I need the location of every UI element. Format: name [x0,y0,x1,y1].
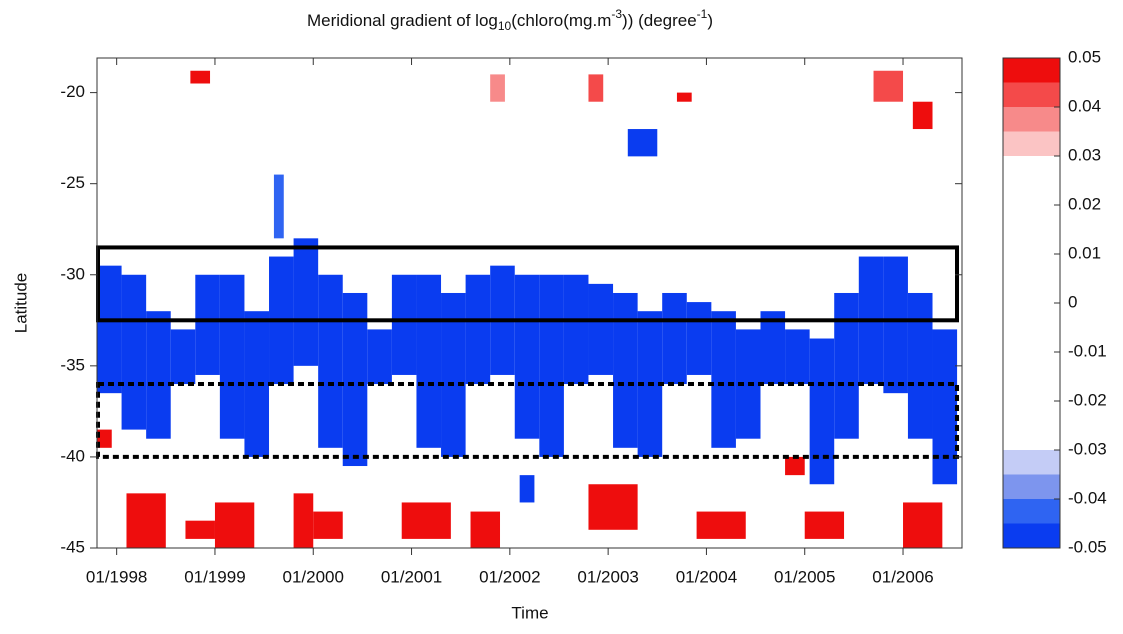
plot-frame [96,57,963,549]
colorbar-tick-label: -0.02 [1068,390,1107,409]
heat-cell [627,129,658,157]
heat-cell [514,274,540,439]
colorbar-tick-label: 0.03 [1068,145,1101,164]
heat-cell [313,511,343,539]
colorbar-tick-label: 0.05 [1068,47,1101,66]
y-tick-label: -35 [60,355,85,374]
heat-cell [903,502,943,548]
heat-cell [873,70,904,102]
heat-cell [190,70,211,84]
heat-cell [696,511,746,539]
heat-cell [676,92,692,102]
heat-cell [588,74,604,102]
heat-cell [219,274,245,439]
x-tick-label: 01/2003 [577,567,638,586]
colorbar-band [1003,156,1060,450]
x-tick-label: 01/2001 [381,567,442,586]
x-tick-label: 01/2006 [872,567,933,586]
heat-cell [760,311,786,385]
colorbar-tick-label: -0.01 [1068,341,1107,360]
colorbar-tick-label: 0.02 [1068,194,1101,213]
heat-cell [588,283,614,375]
heat-cell [912,101,933,130]
heat-cell [126,493,166,548]
heat-cell [416,274,442,448]
region-box [96,382,959,459]
heat-cell [519,475,535,503]
heat-cell [441,292,466,457]
heat-cell [932,329,958,485]
colorbar-tick-label: -0.05 [1068,537,1107,556]
heat-cell [809,338,835,485]
colorbar-tick-label: -0.03 [1068,439,1107,458]
heat-cell [711,311,736,448]
x-tick-label: 01/2005 [774,567,835,586]
x-tick-label: 01/2000 [283,567,344,586]
y-tick-label: -20 [60,82,85,101]
x-tick-label: 01/1999 [184,567,245,586]
chart-title: Meridional gradient of log10(chloro(mg.m… [307,7,713,33]
heat-cell [293,493,314,548]
y-tick-label: -45 [60,537,85,556]
y-axis-label: Latitude [11,273,30,334]
heat-cell [185,520,215,539]
colorbar-band [1003,523,1060,548]
heat-cell [563,274,589,385]
region-box [96,245,959,323]
x-tick-label: 01/2004 [676,567,737,586]
colorbar-tick-label: 0 [1068,292,1077,311]
y-tick-label: -40 [60,446,85,465]
heat-cell [470,511,501,548]
heat-cell [367,329,392,385]
heat-cell [539,274,564,457]
heat-cell [273,174,284,239]
colorbar-band [1003,474,1060,499]
heat-cell [401,502,451,539]
colorbar-tick-label: -0.04 [1068,488,1107,507]
colorbar-band [1003,499,1060,524]
heat-cell [613,292,638,448]
heat-cell [195,274,220,375]
colorbar-band [1003,131,1060,156]
x-tick-label: 01/1998 [86,567,147,586]
heat-cell [214,502,255,548]
heat-cell [170,329,196,385]
heat-cell [785,329,810,385]
heat-cell [785,456,805,476]
heat-cell [686,302,712,375]
heat-cell [883,256,908,394]
heat-cell [834,292,859,439]
heat-cell [588,484,638,530]
y-tick-label: -30 [60,264,85,283]
y-tick-label: -25 [60,173,85,192]
heat-cell [804,511,845,539]
colorbar-band [1003,450,1060,475]
heat-cell [97,429,112,448]
colorbar-band [1003,82,1060,107]
colorbar-tick-label: 0.04 [1068,96,1101,115]
heat-cell [662,292,687,385]
heat-cell [907,292,933,439]
heat-cell [318,274,343,448]
heat-cell [146,311,171,439]
heat-cell [97,265,122,394]
heat-cell [121,274,147,430]
heat-cell [293,238,319,366]
x-tick-label: 01/2002 [479,567,540,586]
heat-cell [465,274,491,385]
colorbar-band [1003,107,1060,132]
heat-cell [391,274,417,375]
colorbar-band [1003,58,1060,83]
colorbar-tick-label: 0.01 [1068,243,1101,262]
x-axis-label: Time [511,603,548,622]
heat-cell [490,74,505,102]
